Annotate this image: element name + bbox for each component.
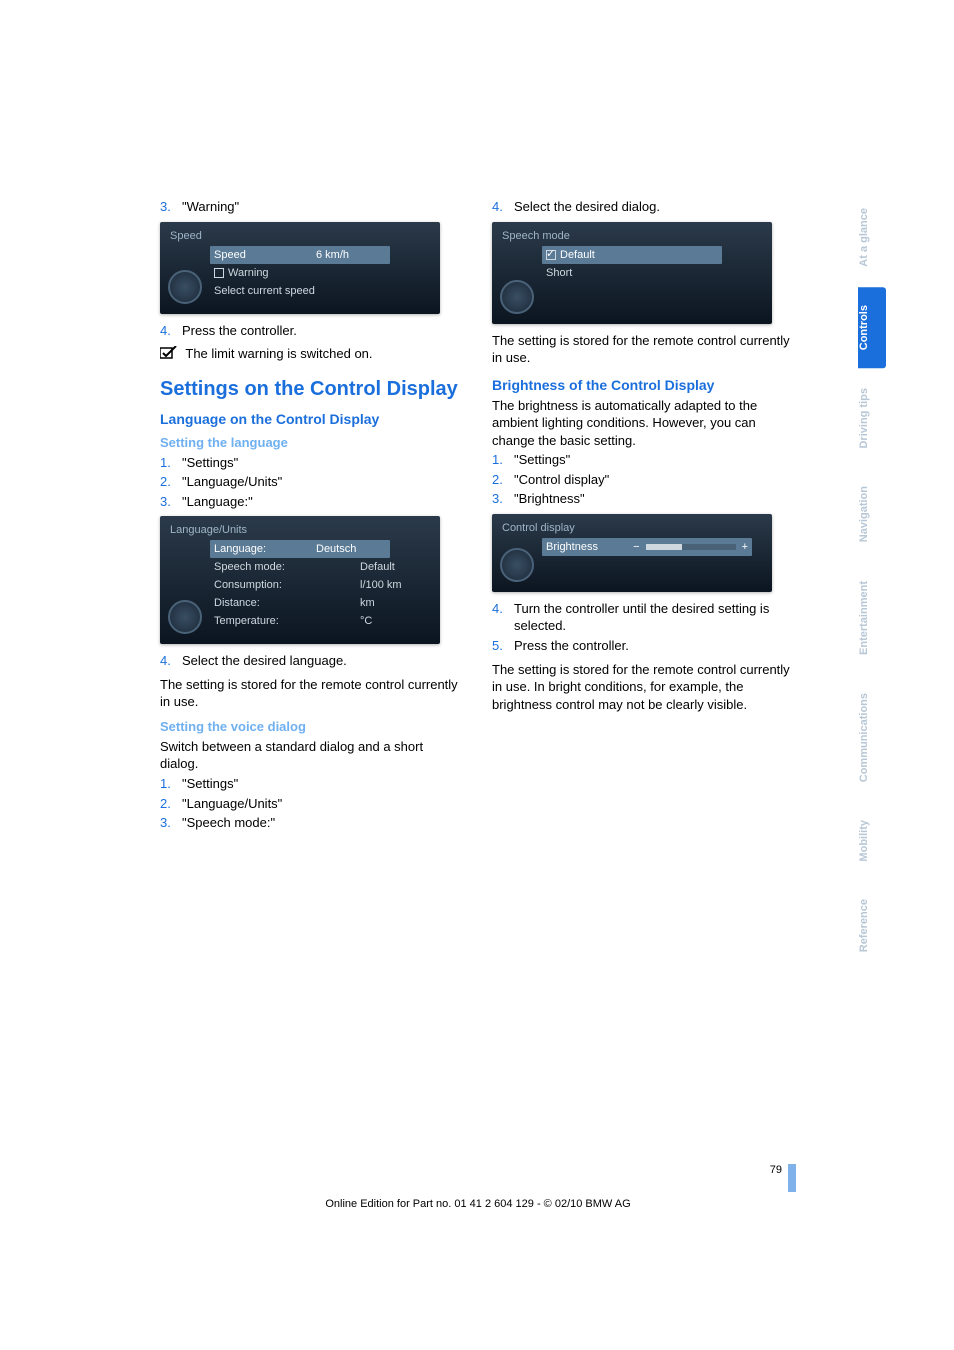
side-tab[interactable]: Communications: [858, 675, 886, 800]
idrive-row: Default: [542, 246, 722, 264]
list-item: 2."Language/Units": [160, 795, 464, 813]
stored-note: The setting is stored for the remote con…: [160, 676, 464, 711]
side-tab[interactable]: Driving tips: [858, 370, 886, 467]
select-language-step: 4.Select the desired language.: [160, 652, 464, 670]
page-footer: 79 Online Edition for Part no. 01 41 2 6…: [160, 1164, 796, 1210]
idrive-title: Speech mode: [502, 230, 762, 242]
press-step-list: 4. Press the controller.: [160, 322, 464, 340]
list-item: 2."Language/Units": [160, 473, 464, 491]
voice-steps: 1."Settings" 2."Language/Units" 3."Speec…: [160, 775, 464, 832]
plus-icon: +: [742, 541, 748, 553]
heading-settings: Settings on the Control Display: [160, 377, 464, 401]
idrive-row: Brightness − +: [542, 538, 752, 556]
right-column: 4.Select the desired dialog. Speech mode…: [492, 196, 796, 838]
idrive-knob-icon: [500, 280, 534, 314]
footer-line: Online Edition for Part no. 01 41 2 604 …: [160, 1198, 796, 1210]
side-tab[interactable]: Controls: [858, 287, 886, 368]
stored-note: The setting is stored for the remote con…: [492, 332, 796, 367]
set-language-steps: 1."Settings" 2."Language/Units" 3."Langu…: [160, 454, 464, 511]
idrive-row: Consumption:l/100 km: [214, 576, 430, 594]
idrive-title: Control display: [502, 522, 762, 534]
idrive-speed-screenshot: Speed Speed 6 km/h Warning Select curren…: [160, 222, 440, 314]
voice-intro: Switch between a standard dialog and a s…: [160, 738, 464, 773]
idrive-language-screenshot: Language/Units Language:Deutsch Speech m…: [160, 516, 440, 644]
list-item: 1."Settings": [492, 451, 796, 469]
step-number: 4.: [160, 322, 182, 340]
side-tabs: At a glanceControlsDriving tipsNavigatio…: [858, 190, 886, 973]
list-item: 3."Speech mode:": [160, 814, 464, 832]
idrive-row: Language:Deutsch: [210, 540, 390, 558]
idrive-row: Speed 6 km/h: [210, 246, 390, 264]
check-icon: [546, 250, 556, 260]
side-tab[interactable]: Navigation: [858, 468, 886, 560]
list-item: 1."Settings": [160, 775, 464, 793]
left-column: 3. "Warning" Speed Speed 6 km/h W: [160, 196, 464, 838]
idrive-row: Speech mode:Default: [214, 558, 430, 576]
page: 3. "Warning" Speed Speed 6 km/h W: [0, 0, 954, 1350]
idrive-knob-icon: [168, 270, 202, 304]
idrive-title: Speed: [170, 230, 430, 242]
page-number: 79: [770, 1164, 782, 1176]
list-item: 3."Language:": [160, 493, 464, 511]
idrive-row: Short: [546, 264, 762, 282]
list-item: 2."Control display": [492, 471, 796, 489]
heading-brightness: Brightness of the Control Display: [492, 377, 796, 393]
idrive-row: Warning: [214, 264, 430, 282]
step-text: Press the controller.: [182, 322, 297, 340]
idrive-speech-screenshot: Speech mode Default Short: [492, 222, 772, 324]
step-number: 3.: [160, 198, 182, 216]
list-item: 4.Select the desired dialog.: [492, 198, 796, 216]
idrive-row: Distance:km: [214, 594, 430, 612]
brightness-slider: − +: [633, 541, 748, 553]
page-bar-icon: [788, 1164, 796, 1192]
side-tab[interactable]: At a glance: [858, 190, 886, 285]
brightness-stored-note: The setting is stored for the remote con…: [492, 661, 796, 714]
idrive-brightness-screenshot: Control display Brightness − +: [492, 514, 772, 592]
brightness-steps: 1."Settings" 2."Control display" 3."Brig…: [492, 451, 796, 508]
side-tab[interactable]: Entertainment: [858, 563, 886, 673]
select-dialog-step: 4.Select the desired dialog.: [492, 198, 796, 216]
idrive-knob-icon: [168, 600, 202, 634]
idrive-title: Language/Units: [170, 524, 430, 536]
list-item: 1."Settings": [160, 454, 464, 472]
subheading-voice-dialog: Setting the voice dialog: [160, 719, 464, 734]
idrive-row: Select current speed: [214, 282, 430, 300]
side-tab[interactable]: Reference: [858, 881, 886, 970]
subheading-set-language: Setting the language: [160, 435, 464, 450]
list-item: 4.Turn the controller until the desired …: [492, 600, 796, 635]
list-item: 3."Brightness": [492, 490, 796, 508]
check-flag-icon: [160, 346, 178, 360]
checkbox-icon: [214, 268, 224, 278]
heading-language: Language on the Control Display: [160, 411, 464, 427]
warning-step-list: 3. "Warning": [160, 198, 464, 216]
idrive-row: Temperature:°C: [214, 612, 430, 630]
list-item: 4. Press the controller.: [160, 322, 464, 340]
limit-warning-line: The limit warning is switched on.: [160, 345, 464, 363]
side-tab[interactable]: Mobility: [858, 802, 886, 880]
minus-icon: −: [633, 541, 639, 553]
brightness-after-steps: 4.Turn the controller until the desired …: [492, 600, 796, 655]
idrive-knob-icon: [500, 548, 534, 582]
content-columns: 3. "Warning" Speed Speed 6 km/h W: [160, 196, 796, 838]
list-item: 3. "Warning": [160, 198, 464, 216]
list-item: 5.Press the controller.: [492, 637, 796, 655]
step-text: "Warning": [182, 198, 239, 216]
list-item: 4.Select the desired language.: [160, 652, 464, 670]
brightness-intro: The brightness is automatically adapted …: [492, 397, 796, 450]
